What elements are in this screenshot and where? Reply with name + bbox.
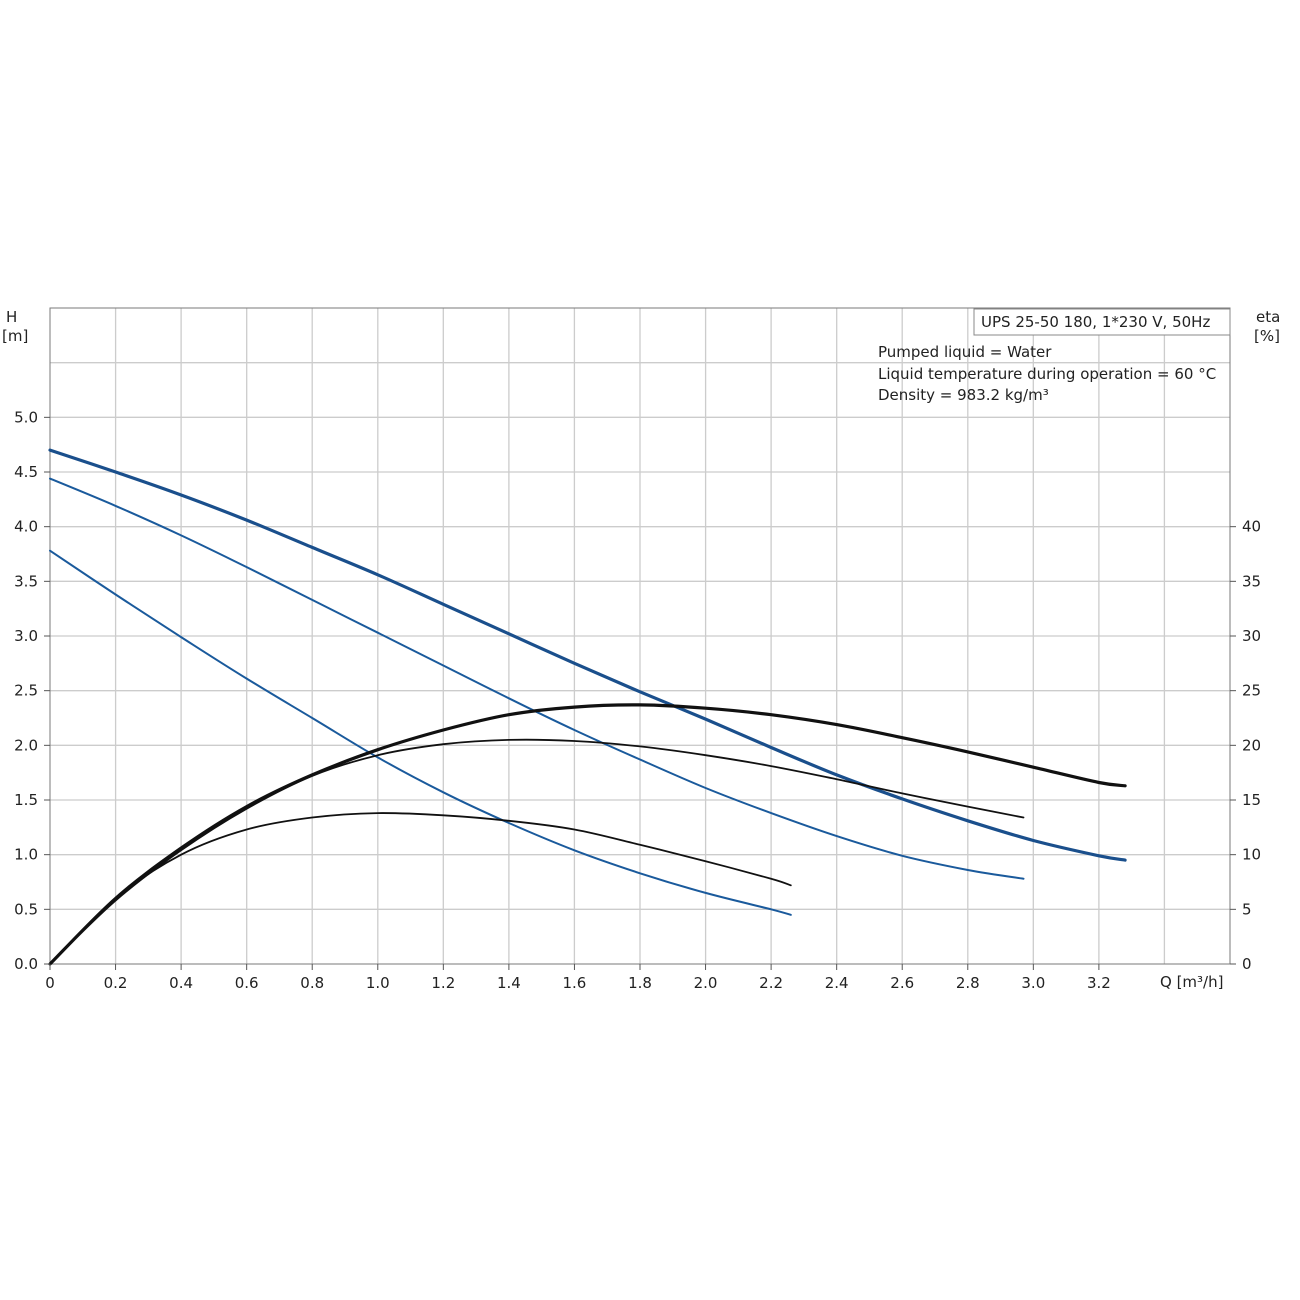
head-curve-2 — [49, 477, 1025, 880]
annotation-pumped-liquid: Pumped liquid = Water — [878, 343, 1052, 361]
y-left-tick-label: 1.5 — [14, 791, 38, 809]
y-left-tick-label: 2.0 — [14, 736, 38, 754]
y-left-tick-label: 0.5 — [14, 900, 38, 918]
y-left-tick-label: 3.0 — [14, 627, 38, 645]
x-tick-label: 1.8 — [628, 974, 652, 992]
x-tick-label: 3.0 — [1021, 974, 1045, 992]
annotation-liquid-temperature: Liquid temperature during operation = 60… — [878, 365, 1216, 383]
y-left-tick-label: 5.0 — [14, 408, 38, 426]
y-left-label-unit: [m] — [2, 327, 28, 345]
y-left-tick-label: 4.5 — [14, 463, 38, 481]
head-curve-3 — [49, 549, 792, 916]
x-tick-label: 0.6 — [235, 974, 259, 992]
y-right-tick-label: 20 — [1242, 736, 1261, 754]
y-right-tick-label: 10 — [1242, 846, 1261, 864]
y-left-tick-label: 4.0 — [14, 518, 38, 536]
annotation-density: Density = 983.2 kg/m³ — [878, 386, 1049, 404]
grid — [50, 308, 1230, 964]
x-tick-label: 1.0 — [366, 974, 390, 992]
y-right-tick-label: 25 — [1242, 682, 1261, 700]
y-left-tick-label: 0.0 — [14, 955, 38, 973]
y-right-tick-label: 35 — [1242, 572, 1261, 590]
y-right-tick-label: 5 — [1242, 900, 1252, 918]
y-right-tick-label: 40 — [1242, 518, 1261, 536]
x-tick-label: 1.2 — [431, 974, 455, 992]
y-left-tick-label: 2.5 — [14, 682, 38, 700]
chart-title: UPS 25-50 180, 1*230 V, 50Hz — [981, 313, 1210, 331]
efficiency-curve-5 — [49, 738, 1025, 965]
x-tick-label: 2.0 — [694, 974, 718, 992]
y-left-tick-label: 3.5 — [14, 572, 38, 590]
x-tick-label: 1.4 — [497, 974, 521, 992]
efficiency-curve-6 — [49, 812, 792, 965]
axes: 0 0.2 0.4 0.6 0.8 1.0 1.2 1.4 1.6 1.8 2.0 2.2 2.4 2.6… — [14, 408, 1261, 992]
x-tick-label: 2.8 — [956, 974, 980, 992]
y-left-tick-label: 1.0 — [14, 846, 38, 864]
x-tick-label: 3.2 — [1087, 974, 1111, 992]
x-tick-label: 0.8 — [300, 974, 324, 992]
y-right-tick-label: 15 — [1242, 791, 1261, 809]
head-curve-1 — [48, 448, 1127, 862]
y-right-label-symbol: eta — [1256, 308, 1280, 326]
series-group — [48, 448, 1127, 966]
x-tick-label: 2.4 — [825, 974, 849, 992]
y-left-label-symbol: H — [6, 308, 17, 326]
title-box — [973, 308, 1231, 336]
x-tick-label: 0.2 — [104, 974, 128, 992]
x-tick-label: 2.2 — [759, 974, 783, 992]
y-right-label-unit: [%] — [1254, 327, 1280, 345]
efficiency-curve-4 — [48, 703, 1127, 966]
x-tick-label: 2.6 — [890, 974, 914, 992]
x-tick-label: 0.4 — [169, 974, 193, 992]
x-tick-label: 1.6 — [563, 974, 587, 992]
y-right-tick-label: 30 — [1242, 627, 1261, 645]
x-tick-label: 0 — [45, 974, 55, 992]
x-axis-label: Q [m³/h] — [1160, 973, 1223, 991]
y-right-tick-label: 0 — [1242, 955, 1252, 973]
